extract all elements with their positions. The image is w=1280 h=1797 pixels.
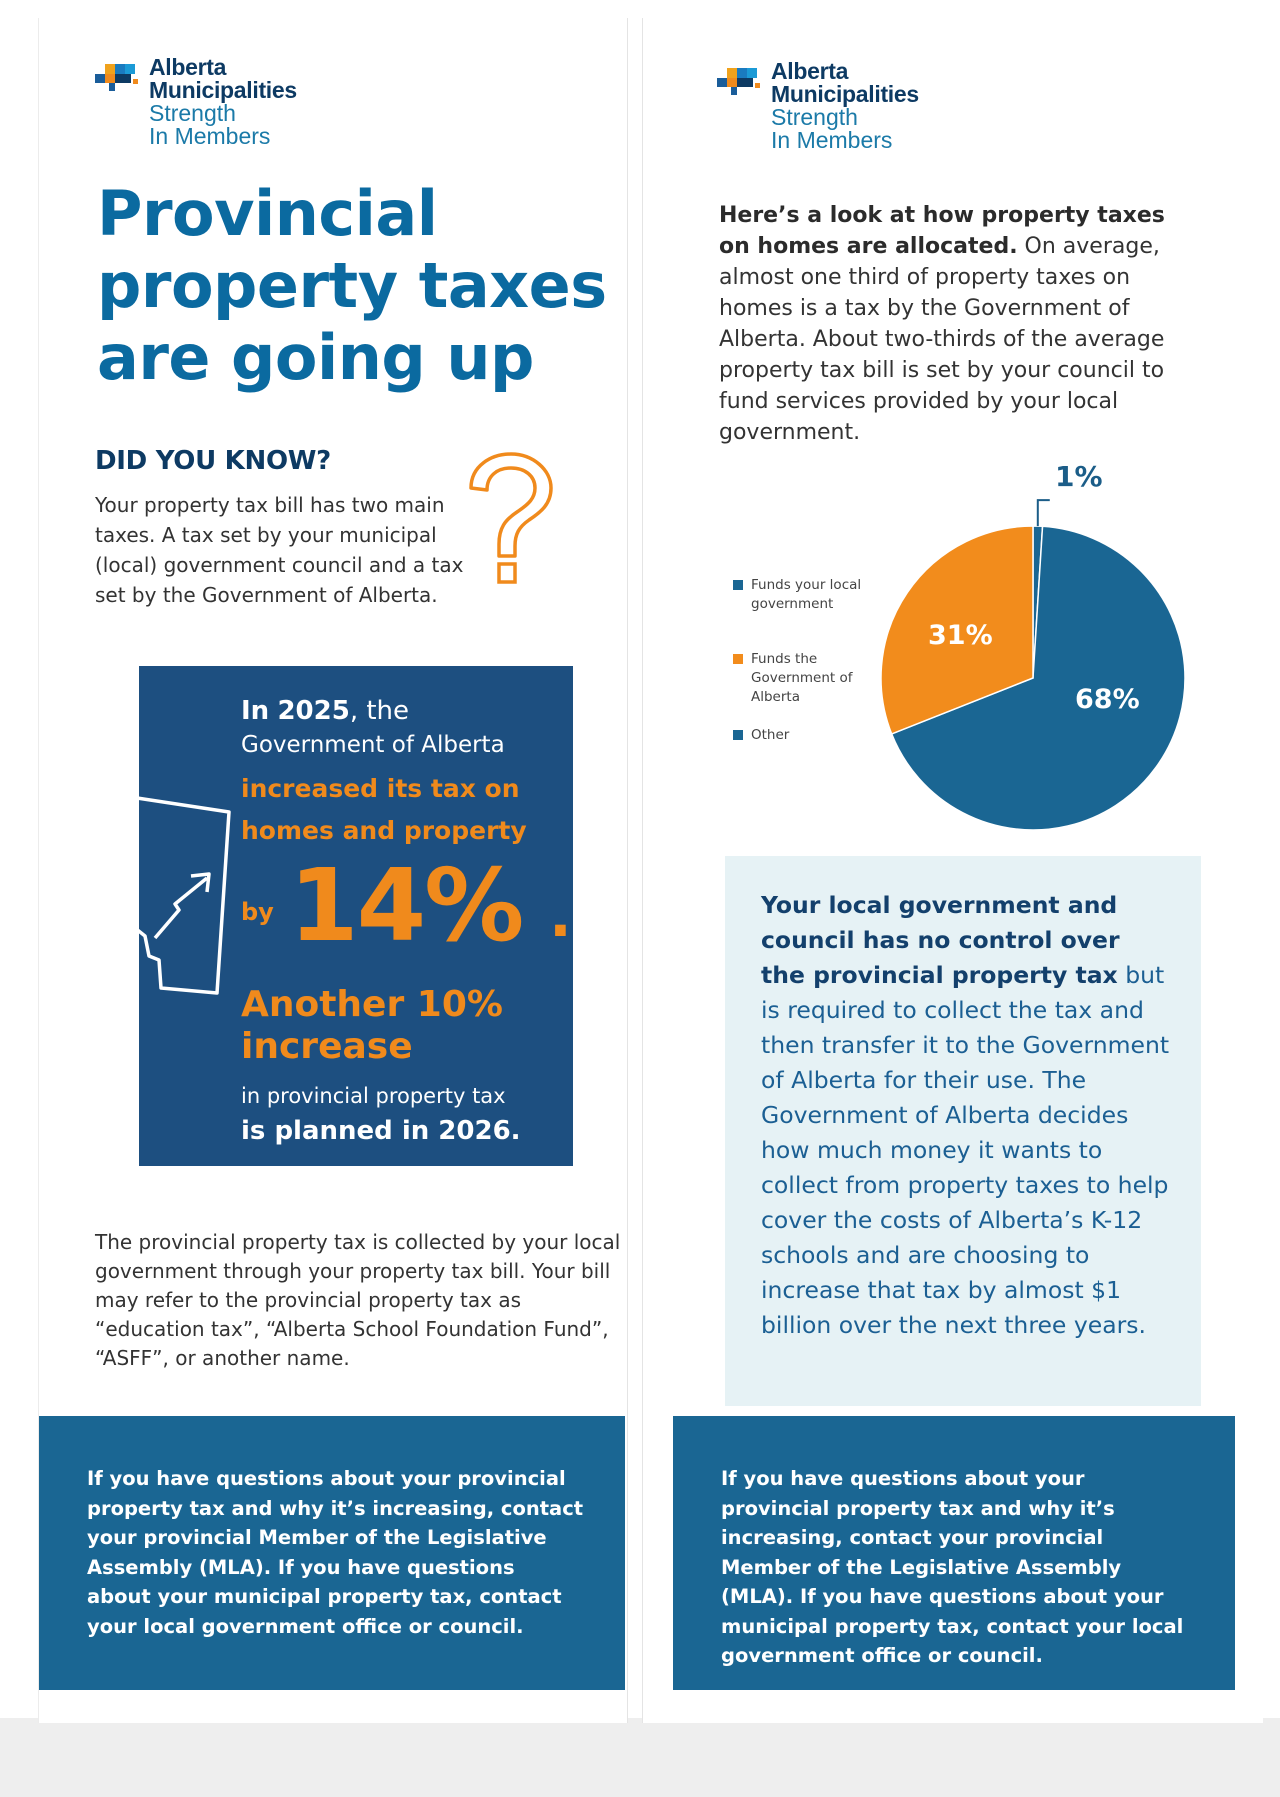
tax-increase-box: In 2025, the Government of Alberta incre…: [139, 666, 573, 1166]
box-percent: 14%: [289, 847, 524, 964]
pie-label-1: 1%: [1055, 460, 1103, 493]
box-increase-word: increase: [241, 1026, 413, 1067]
collected-explanation: The provincial property tax is collected…: [95, 1230, 621, 1370]
pie-slice-31: [880, 525, 1034, 735]
right-panel: Alberta Municipalities Strength In Membe…: [642, 18, 1263, 1723]
logo-mark-icon: [95, 60, 143, 96]
pie-slice-68: [890, 525, 1186, 831]
alberta-municipalities-logo: Alberta Municipalities Strength In Membe…: [717, 60, 919, 152]
box-line-increased: increased its tax on: [241, 774, 520, 803]
legend-swatch: [733, 654, 743, 664]
pie-label-68: 68%: [1075, 684, 1140, 715]
box-provincial-property-tax: in provincial property tax: [241, 1084, 506, 1108]
box-planned-2026: is planned in 2026.: [241, 1116, 521, 1146]
box-line-government: Government of Alberta: [241, 732, 505, 758]
local-government-note-text: Your local government and council has no…: [761, 891, 1170, 1339]
headline: Provincial property taxes are going up: [97, 177, 607, 394]
question-mark-icon: [469, 452, 553, 584]
legend-item: Funds your local government: [733, 576, 883, 614]
logo-line-strength: Strength: [149, 100, 236, 126]
legend-swatch: [733, 730, 743, 740]
contact-footer-text: If you have questions about your provinc…: [721, 1467, 1184, 1667]
property-tax-pie-chart: [880, 499, 1186, 831]
box-another-increase: Another 10%: [241, 984, 503, 1025]
did-you-know-body: Your property tax bill has two main taxe…: [95, 493, 464, 607]
legend-item: Other: [733, 726, 883, 745]
box-dot: .: [549, 881, 572, 951]
logo-line-municipalities: Municipalities: [149, 77, 297, 103]
box-line-homes: homes and property: [241, 816, 527, 845]
logo-mark-icon: [717, 64, 765, 100]
logo-line-in-members: In Members: [771, 127, 893, 153]
contact-footer-left: If you have questions about your provinc…: [39, 1416, 625, 1690]
logo-line-alberta: Alberta: [771, 58, 849, 84]
legend-label: Funds the Government of Alberta: [751, 651, 853, 705]
logo-line-alberta: Alberta: [149, 54, 227, 80]
one-percent-leader: [1036, 499, 1050, 527]
did-you-know-heading: DID YOU KNOW?: [95, 446, 331, 476]
box-line-year: In 2025, the: [241, 696, 410, 726]
contact-footer-text: If you have questions about your provinc…: [87, 1467, 584, 1638]
logo-line-municipalities: Municipalities: [771, 81, 919, 107]
legend-item: Funds the Government of Alberta: [733, 650, 883, 707]
logo-line-in-members: In Members: [149, 123, 271, 149]
alberta-map-icon: [113, 796, 231, 995]
allocation-intro: Here’s a look at how property taxes on h…: [719, 203, 1165, 445]
contact-footer-right: If you have questions about your provinc…: [673, 1416, 1235, 1690]
logo-line-strength: Strength: [771, 104, 858, 130]
legend-label: Other: [751, 727, 790, 743]
legend-label: Funds your local government: [751, 577, 862, 612]
scan-margin: [0, 1718, 1280, 1797]
pie-slices: [880, 525, 1186, 831]
alberta-municipalities-logo: Alberta Municipalities Strength In Membe…: [95, 56, 297, 148]
legend-swatch: [733, 580, 743, 590]
local-government-note: Your local government and council has no…: [725, 856, 1201, 1406]
box-by: by: [241, 898, 274, 926]
left-panel: Alberta Municipalities Strength In Membe…: [38, 18, 628, 1723]
pie-label-31: 31%: [928, 620, 993, 651]
